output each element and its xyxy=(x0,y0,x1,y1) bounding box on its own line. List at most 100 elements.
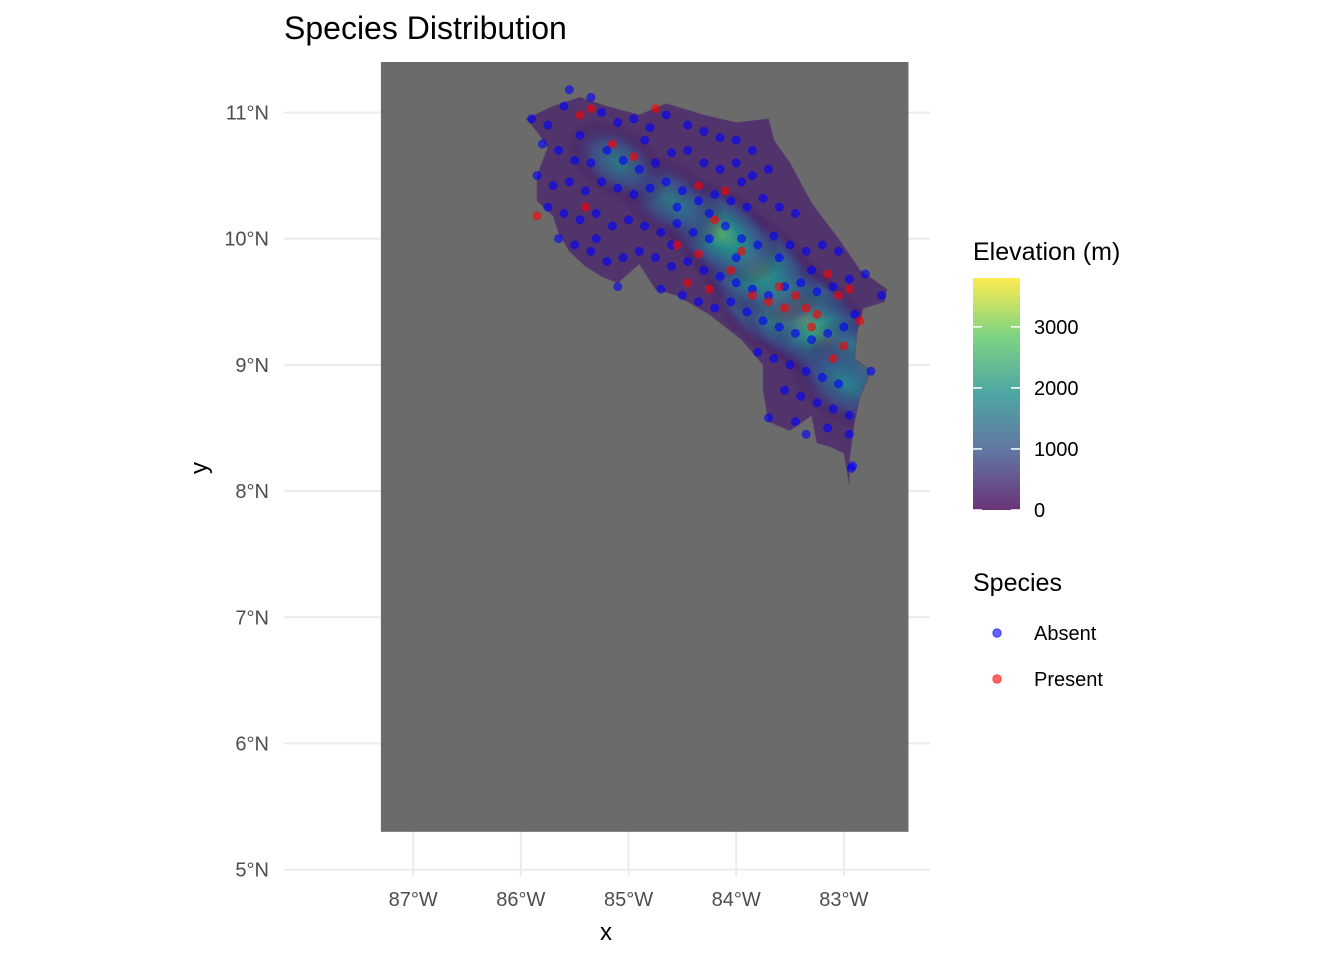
present-point xyxy=(575,110,585,120)
absent-point xyxy=(548,181,558,191)
absent-point xyxy=(844,410,854,420)
absent-point xyxy=(715,272,725,281)
present-point xyxy=(581,202,590,212)
y-tick-label: 11°N xyxy=(226,102,269,124)
absent-point xyxy=(812,287,822,297)
absent-point xyxy=(726,196,736,206)
present-point xyxy=(651,104,660,114)
absent-point xyxy=(613,118,623,128)
absent-point xyxy=(774,253,784,263)
absent-point xyxy=(618,155,628,165)
absent-point xyxy=(613,282,623,292)
absent-point xyxy=(796,391,806,401)
absent-point xyxy=(661,110,671,120)
present-point xyxy=(586,104,596,114)
present-point xyxy=(839,341,849,351)
present-point xyxy=(747,291,757,300)
absent-point xyxy=(613,183,623,193)
x-tick-label: 87°W xyxy=(389,889,438,911)
absent-point xyxy=(602,256,612,266)
absent-point xyxy=(704,208,714,218)
colorbar-tick-label: 3000 xyxy=(1034,317,1079,339)
absent-point xyxy=(640,221,650,231)
absent-point xyxy=(877,291,886,300)
absent-point xyxy=(699,158,709,168)
absent-point xyxy=(715,164,725,174)
present-point xyxy=(774,282,784,292)
absent-point xyxy=(597,177,607,187)
absent-point xyxy=(527,114,537,124)
absent-point xyxy=(640,135,650,145)
absent-point xyxy=(694,297,703,307)
absent-point xyxy=(629,114,639,124)
absent-point xyxy=(737,177,747,187)
present-point xyxy=(683,278,693,288)
absent-point xyxy=(801,246,811,256)
absent-point xyxy=(667,148,677,158)
absent-point xyxy=(764,413,773,423)
absent-point xyxy=(850,309,860,319)
absent-point xyxy=(672,202,682,212)
absent-point xyxy=(823,328,833,338)
absent-point xyxy=(720,221,730,231)
absent-point xyxy=(790,328,800,338)
absent-point xyxy=(651,158,660,168)
present-point xyxy=(834,291,843,300)
y-tick-label: 7°N xyxy=(235,607,269,629)
absent-point xyxy=(554,145,563,155)
absent-point xyxy=(807,335,817,345)
absent-point xyxy=(823,423,833,433)
y-tick-label: 5°N xyxy=(235,860,269,882)
species-key-present xyxy=(992,674,1002,684)
absent-point xyxy=(785,240,795,250)
absent-point xyxy=(769,231,779,241)
absent-point xyxy=(742,202,752,212)
absent-point xyxy=(618,253,628,263)
absent-point xyxy=(731,278,741,288)
absent-point xyxy=(699,265,709,275)
absent-point xyxy=(532,171,542,181)
absent-point xyxy=(704,234,714,244)
absent-point xyxy=(624,215,633,225)
absent-point xyxy=(651,253,660,263)
absent-point xyxy=(591,208,601,218)
absent-point xyxy=(634,246,644,256)
absent-point xyxy=(785,360,795,370)
absent-point xyxy=(667,261,677,271)
colorbar xyxy=(973,278,1020,510)
y-tick-label: 9°N xyxy=(235,355,269,377)
absent-point xyxy=(645,123,655,133)
present-point xyxy=(629,152,639,162)
y-axis-ticks: 5°N 6°N 7°N 8°N 9°N 10°N 11°N xyxy=(224,102,269,881)
absent-point xyxy=(602,145,612,155)
absent-point xyxy=(817,373,827,382)
absent-point xyxy=(834,379,843,389)
absent-point xyxy=(629,190,639,199)
absent-point xyxy=(688,227,698,237)
present-point xyxy=(764,297,773,307)
absent-point xyxy=(747,171,757,181)
absent-point xyxy=(828,282,838,292)
absent-point xyxy=(731,253,741,263)
absent-point xyxy=(796,278,806,288)
absent-point xyxy=(537,139,547,149)
present-point xyxy=(672,240,682,250)
absent-point xyxy=(710,303,720,313)
present-point xyxy=(704,284,714,294)
present-point xyxy=(823,269,833,279)
present-point xyxy=(607,139,617,149)
absent-point xyxy=(715,133,725,143)
absent-point xyxy=(769,354,779,364)
absent-point xyxy=(801,429,811,439)
present-point xyxy=(790,291,800,300)
absent-point xyxy=(764,164,773,174)
absent-point xyxy=(834,246,843,256)
absent-point xyxy=(780,385,790,395)
absent-point xyxy=(683,120,693,130)
absent-point xyxy=(586,246,596,256)
absent-point xyxy=(812,398,822,408)
x-tick-label: 86°W xyxy=(496,889,545,911)
colorbar-title: Elevation (m) xyxy=(973,238,1120,266)
legend: Elevation (m) 0 1000 2000 3000 Species Abse… xyxy=(973,238,1120,691)
